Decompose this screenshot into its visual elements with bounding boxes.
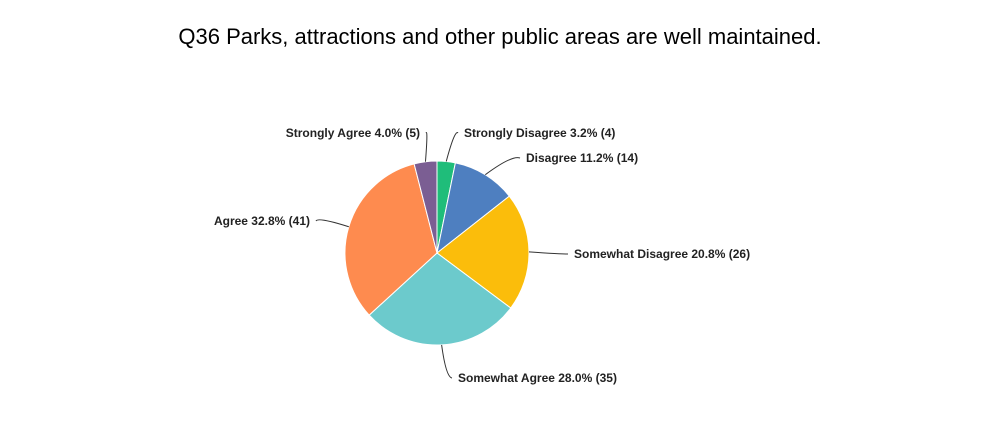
slice-label-somewhat-agree: Somewhat Agree 28.0% (35): [458, 371, 617, 385]
pie-slice-disagree: [436, 162, 511, 255]
slice-label-strongly-agree: Strongly Agree 4.0% (5): [286, 126, 420, 140]
leader-line-agree: [315, 219, 349, 228]
leader-line-somewhat-disagree: [528, 251, 569, 255]
leader-lines: [315, 132, 569, 379]
slice-label-disagree: Disagree 11.2% (14): [526, 151, 638, 165]
leader-line-somewhat-agree: [441, 344, 453, 379]
pie-slices: [344, 160, 530, 346]
slice-labels: Strongly Disagree 3.2% (4) Disagree 11.2%…: [214, 126, 750, 385]
slice-label-strongly-disagree: Strongly Disagree 3.2% (4): [464, 126, 615, 140]
leader-line-disagree: [485, 157, 521, 176]
leader-line-strongly-disagree: [445, 132, 459, 162]
pie-slice-somewhat-agree: [368, 252, 512, 346]
slice-label-agree: Agree 32.8% (41): [214, 214, 310, 228]
slice-label-somewhat-disagree: Somewhat Disagree 20.8% (26): [574, 247, 750, 261]
chart-title: Q36 Parks, attractions and other public …: [178, 24, 822, 49]
leader-line-strongly-agree: [424, 132, 428, 162]
